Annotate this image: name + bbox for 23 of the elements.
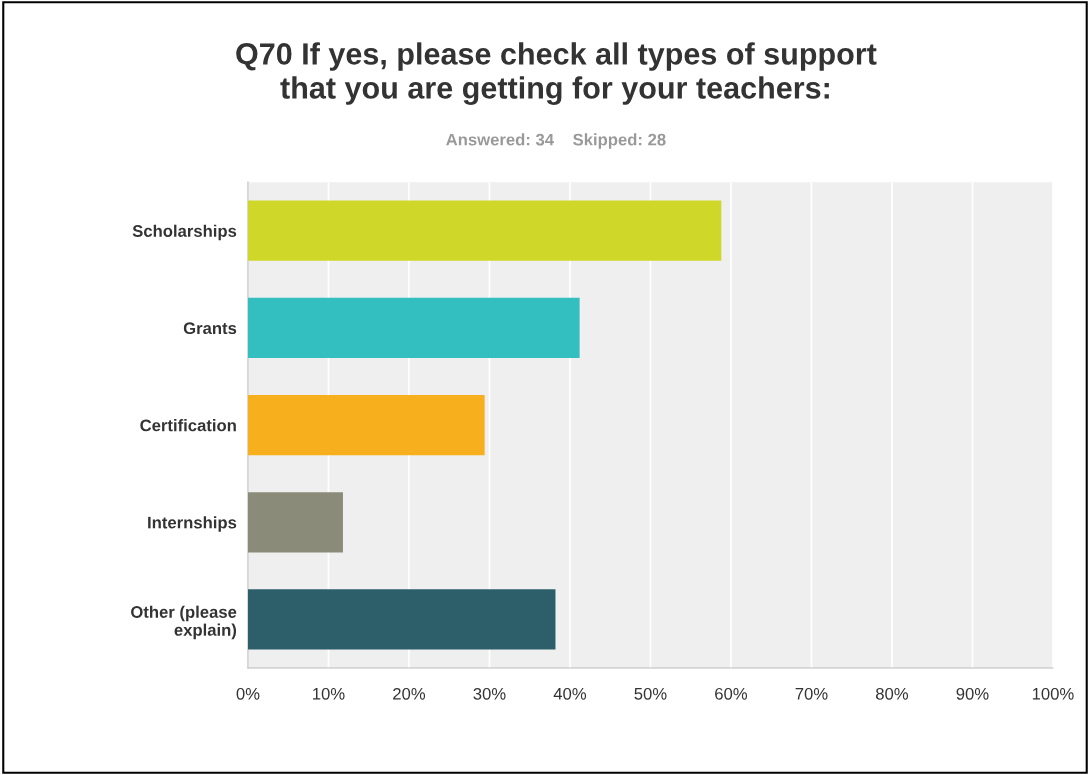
x-tick-label: 10%: [313, 687, 345, 700]
x-tick-label: 100%: [1032, 687, 1074, 700]
bar: [247, 394, 485, 456]
bar: [247, 297, 580, 359]
x-tick-label: 30%: [473, 687, 506, 700]
x-tick-label: 90%: [956, 687, 989, 700]
x-tick-label: 20%: [393, 687, 426, 700]
bar: [247, 200, 722, 261]
y-tick-label: Internships: [148, 516, 237, 532]
x-tick-label: 40%: [553, 687, 587, 700]
x-tick-label: 60%: [715, 687, 748, 700]
chart-title: Q70 If yes, please check all types of support that you are getting for your teachers:: [236, 42, 877, 105]
bar: [247, 589, 556, 650]
y-tick-label: Scholarships: [132, 224, 237, 241]
x-tick-label: 80%: [875, 687, 909, 700]
y-tick-label: Grants: [183, 322, 237, 335]
y-tick-label: Other (please explain): [131, 605, 237, 640]
x-tick-label: 70%: [795, 687, 828, 700]
y-tick-label: Certification: [140, 419, 236, 432]
x-tick-label: 0%: [236, 687, 260, 700]
bar: [247, 492, 343, 553]
x-tick-label: 50%: [634, 687, 667, 700]
chart-subtitle: Answered: 34 Skipped: 28: [446, 133, 666, 149]
